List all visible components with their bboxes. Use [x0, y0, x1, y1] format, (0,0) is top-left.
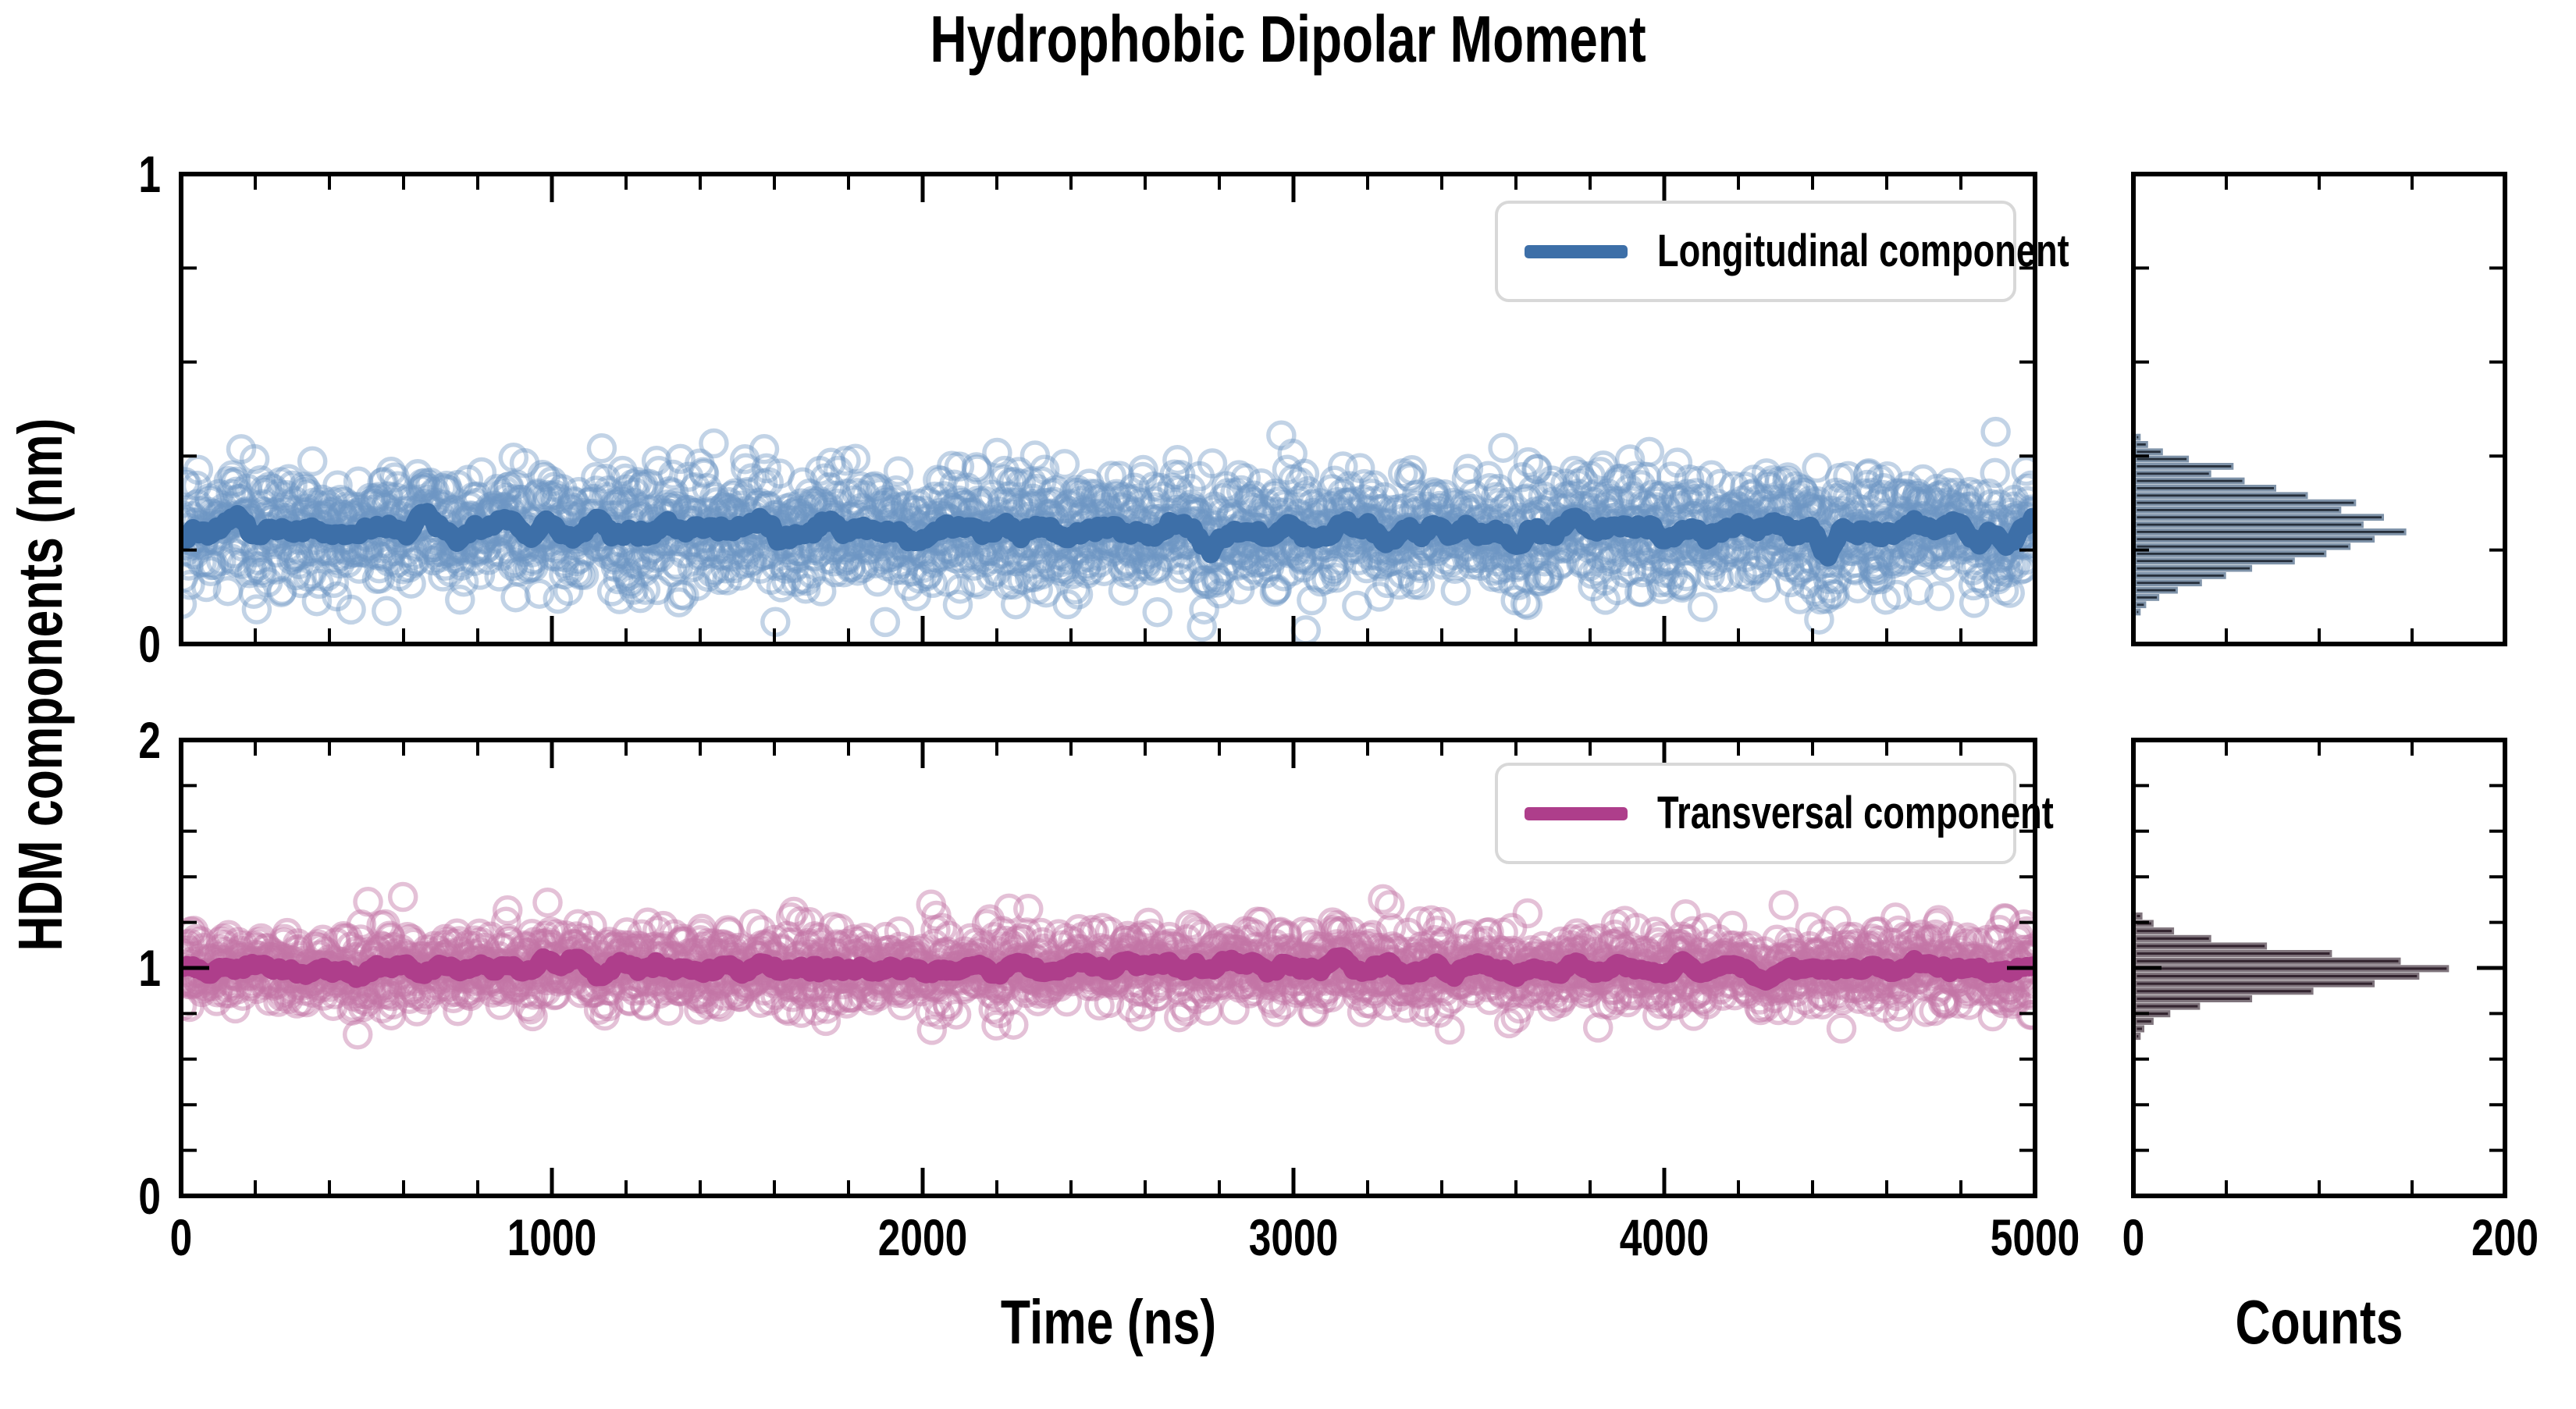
- y-tick-label-transversal-1: 1: [132, 942, 161, 994]
- x-tick-label-time-1000: 1000: [495, 1212, 610, 1263]
- legend-swatch-longitudinal: [1525, 245, 1628, 258]
- legend-swatch-transversal: [1525, 807, 1628, 820]
- legend-longitudinal: Longitudinal component: [1495, 201, 2016, 302]
- y-tick-label-transversal-2: 2: [132, 714, 161, 766]
- x-tick-label-time-3000: 3000: [1236, 1212, 1351, 1263]
- x-tick-label-time-4000: 4000: [1607, 1212, 1722, 1263]
- x-tick-label-counts-200: 200: [2462, 1212, 2548, 1263]
- x-tick-label-time-5000: 5000: [1978, 1212, 2093, 1263]
- legend-label-transversal: Transversal component: [1657, 791, 2054, 836]
- figure-title: Hydrophobic Dipolar Moment: [0, 3, 2576, 75]
- legend-label-longitudinal: Longitudinal component: [1657, 229, 2069, 274]
- figure-title-text: Hydrophobic Dipolar Moment: [930, 3, 1646, 75]
- x-tick-label-time-2000: 2000: [866, 1212, 980, 1263]
- x-tick-label-time-0: 0: [167, 1212, 196, 1263]
- x-tick-label-counts-0: 0: [2119, 1212, 2148, 1263]
- y-tick-label-longitudinal-1: 1: [132, 148, 161, 200]
- y-tick-label-transversal-0: 0: [132, 1170, 161, 1222]
- x-axis-label-counts: Counts: [2211, 1290, 2427, 1355]
- y-tick-label-longitudinal-0: 0: [132, 618, 161, 670]
- x-axis-label-time: Time (ns): [970, 1290, 1247, 1355]
- legend-transversal: Transversal component: [1495, 763, 2016, 864]
- y-axis-label: HDM components (nm): [8, 343, 73, 1027]
